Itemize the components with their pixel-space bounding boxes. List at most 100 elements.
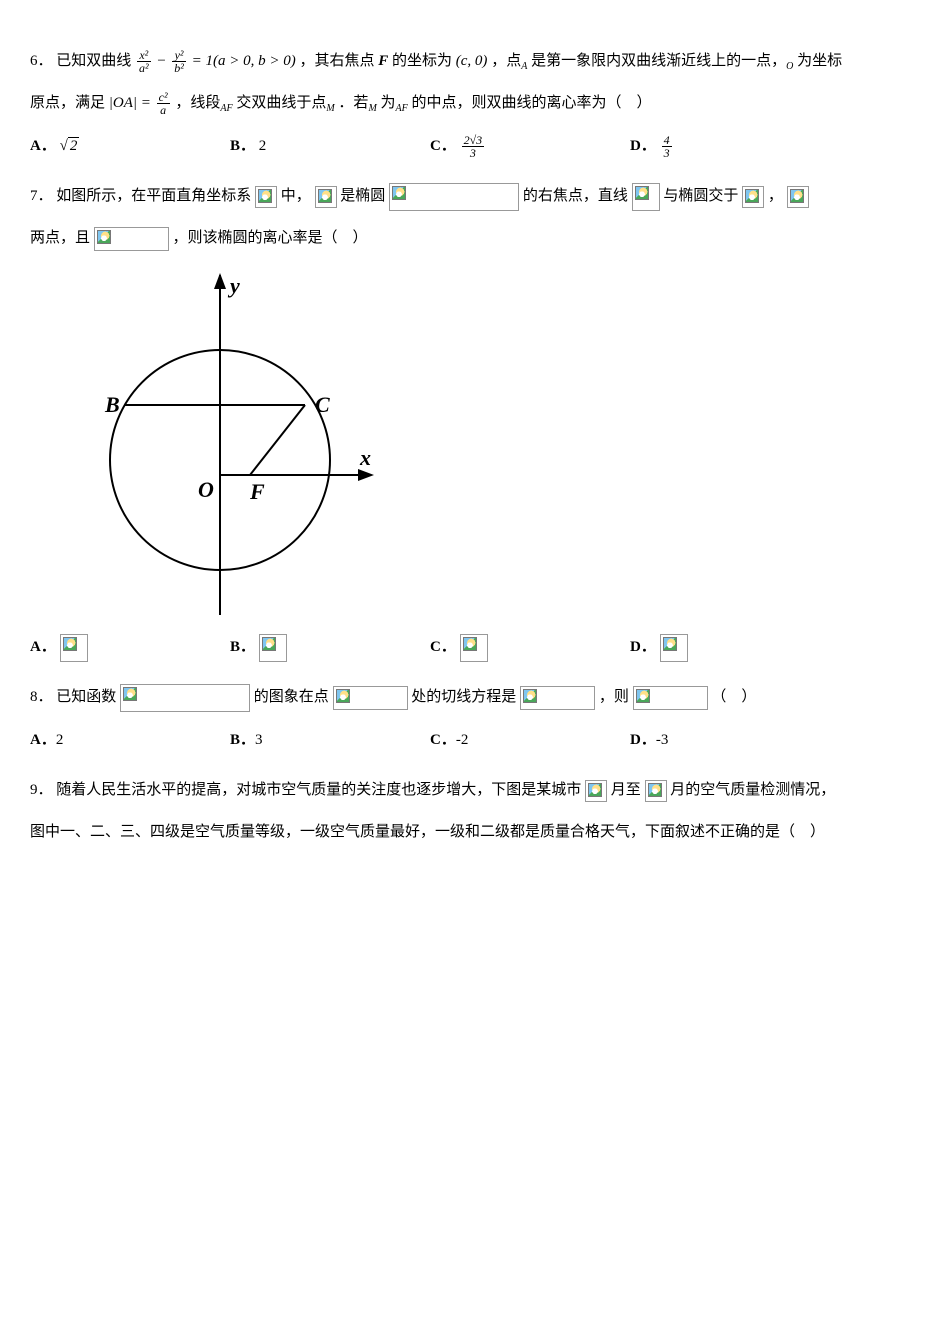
q7-l2a: 两点，且 [30,230,90,246]
q6-choice-d: D． 4 3 [630,130,830,163]
q7-choice-d: D． [630,631,830,664]
q6-line2: 原点，满足 |OA| = c² a ，线段AF 交双曲线于点M ．若M 为AF … [30,82,920,124]
q7-t2: 中， [281,188,311,204]
q9-t2: 月至 [611,782,641,798]
q7-number: 7． [30,188,53,204]
q7-choice-a: A． [30,631,230,664]
q6-oa-frac: c² a [157,91,170,116]
q7-choice-b: B． [230,631,430,664]
q8-choice-b: B．3 [230,724,430,757]
q7-a-label: A． [30,639,56,655]
q9-number: 9． [30,782,53,798]
q6-l2f: 的中点，则双曲线的离心率为（ ） [412,95,652,111]
broken-image-icon [585,780,607,802]
q8-choice-d: D．-3 [630,724,830,757]
broken-image-icon [787,186,809,208]
q6-choice-b: B． 2 [230,130,430,163]
q7-d-label: D． [630,639,656,655]
q6-c-label: C． [430,138,456,154]
label-B: B [104,392,120,417]
q6-b-label: B． [230,138,255,154]
q6-O: O [786,61,793,72]
q8-choice-a: A．2 [30,724,230,757]
broken-image-icon [742,186,764,208]
q6-M2: M [368,103,376,114]
broken-image-icon [389,183,519,211]
broken-image-icon [315,186,337,208]
broken-image-icon [520,686,595,710]
q7-line2: 两点，且 ，则该椭圆的离心率是（ ） [30,217,920,259]
q8-t5: （ ） [711,689,756,705]
q7-diagram: B C O F x y [70,265,400,625]
broken-image-icon [255,186,277,208]
q6-AF2: AF [396,103,408,114]
q6-line1: 6． 已知双曲线 x² a² − y² b² = 1(a > 0, b > 0)… [30,40,920,82]
q8-t4: ，则 [599,689,629,705]
q7-t6: ， [768,188,783,204]
q9-line1: 9． 随着人民生活水平的提高，对城市空气质量的关注度也逐步增大，下图是某城市 月… [30,769,920,811]
q6-choices: A． √2 B． 2 C． 2√3 3 D． 4 3 [30,130,920,163]
q7-b-label: B． [230,639,255,655]
q7-c-label: C． [430,639,456,655]
q6-oa-lhs: |OA| = [109,95,151,111]
q6-l2d: ．若 [338,95,368,111]
q7-choice-c: C． [430,631,630,664]
broken-image-icon [633,686,708,710]
broken-image-icon [94,227,169,251]
label-C: C [315,392,330,417]
label-F: F [249,479,265,504]
q7-choices: A． B． C． D． [30,631,920,664]
q6-frac2: y² b² [172,49,186,74]
q7-l2b: ，则该椭圆的离心率是（ ） [173,230,368,246]
q6-M1: M [326,103,334,114]
q6-b-val: 2 [259,138,267,154]
q6-post4: 为坐标 [797,53,842,69]
q6-coord: (c, 0) [456,53,488,69]
q6-l2c: 交双曲线于点 [236,95,326,111]
q8-t2: 的图象在点 [254,689,329,705]
q7-line1: 7． 如图所示，在平面直角坐标系 中， 是椭圆 的右焦点，直线 与椭圆交于 ， [30,175,920,217]
broken-image-icon [60,634,88,662]
label-x: x [359,445,371,470]
q7-t1: 如图所示，在平面直角坐标系 [56,188,251,204]
q6-A: A [521,61,527,72]
q6-c-frac: 2√3 3 [462,134,485,159]
q6-rhs: = 1(a > 0, b > 0) [192,53,296,69]
q6-post3: 是第一象限内双曲线渐近线上的一点， [531,53,786,69]
label-y: y [227,273,240,298]
q6-post1: ，其右焦点 [299,53,378,69]
q6-number: 6． [30,53,53,69]
q8-number: 8． [30,689,53,705]
q6-choice-a: A． √2 [30,130,230,163]
q6-l2a: 原点，满足 [30,95,105,111]
q7-t4: 的右焦点，直线 [523,188,628,204]
q6-l2e: 为 [381,95,396,111]
q6-a-val: √2 [60,130,80,163]
q9-line2: 图中一、二、三、四级是空气质量等级，一级空气质量最好，一级和二级都是质量合格天气… [30,811,920,853]
broken-image-icon [660,634,688,662]
q6-l2b: ，线段 [175,95,220,111]
q6-F: F [378,53,388,69]
q6-post1b: 的坐标为 [388,53,452,69]
q6-minus: − [156,53,170,69]
q8-choice-c: C．-2 [430,724,630,757]
q6-AF: AF [220,103,232,114]
broken-image-icon [120,684,250,712]
q6-pre: 已知双曲线 [56,53,131,69]
q6-frac1: x² a² [137,49,151,74]
q8-t3: 处的切线方程是 [411,689,516,705]
q8-choices: A．2 B．3 C．-2 D．-3 [30,724,920,757]
broken-image-icon [259,634,287,662]
q6-choice-c: C． 2√3 3 [430,130,630,163]
q8-t1: 已知函数 [56,689,116,705]
q9-t1: 随着人民生活水平的提高，对城市空气质量的关注度也逐步增大，下图是某城市 [56,782,581,798]
broken-image-icon [632,183,660,211]
q9-t3: 月的空气质量检测情况， [670,782,835,798]
broken-image-icon [460,634,488,662]
q7-t3: 是椭圆 [340,188,385,204]
q6-a-label: A． [30,138,56,154]
q6-post2: ，点 [491,53,521,69]
q6-d-frac: 4 3 [662,134,672,159]
broken-image-icon [333,686,408,710]
q7-t5: 与椭圆交于 [663,188,738,204]
